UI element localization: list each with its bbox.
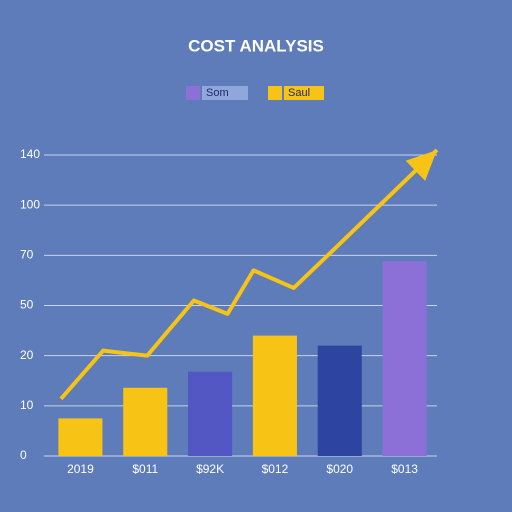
- y-tick-label: 10: [20, 398, 34, 412]
- bar: [252, 335, 297, 456]
- legend-box: [284, 86, 324, 100]
- y-tick-label: 0: [20, 448, 27, 462]
- x-tick-label: $020: [326, 462, 353, 476]
- bar: [123, 387, 168, 456]
- chart-title: COST ANALYSIS: [188, 36, 324, 55]
- legend-swatch: [268, 86, 282, 100]
- x-tick-label: $012: [262, 462, 289, 476]
- bar: [188, 371, 233, 456]
- legend-label: Saul: [288, 87, 310, 99]
- x-tick-label: $011: [132, 462, 158, 476]
- x-tick-label: $92K: [196, 462, 224, 476]
- y-tick-label: 20: [20, 348, 34, 362]
- legend-swatch: [186, 86, 200, 100]
- x-tick-label: 2019: [67, 462, 94, 476]
- arrow-head: [405, 149, 437, 181]
- y-tick-label: 50: [20, 298, 34, 312]
- y-tick-label: 100: [20, 197, 40, 211]
- bar: [58, 418, 103, 456]
- bar: [317, 345, 362, 456]
- y-tick-label: 70: [20, 248, 34, 262]
- legend-box: [202, 86, 248, 100]
- legend-label: Som: [206, 87, 229, 99]
- y-tick-label: 140: [20, 147, 40, 161]
- x-tick-label: $013: [391, 462, 418, 476]
- bar: [382, 261, 427, 456]
- trend-line: [59, 148, 439, 401]
